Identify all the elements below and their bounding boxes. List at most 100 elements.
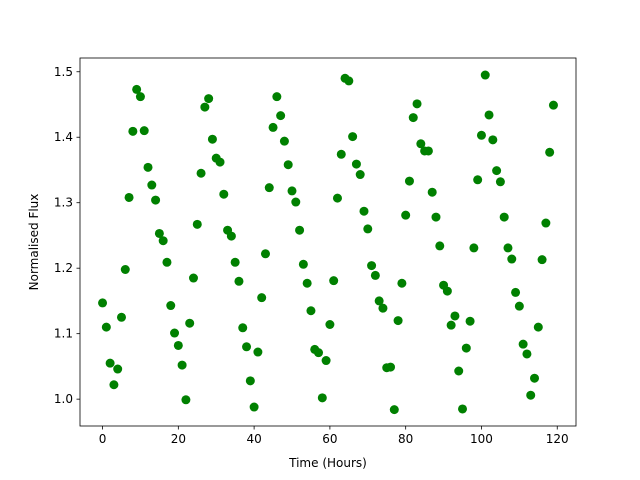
point xyxy=(511,287,521,297)
point xyxy=(158,236,168,246)
point xyxy=(537,255,547,265)
point xyxy=(518,339,528,349)
x-tick-label: 60 xyxy=(322,432,337,446)
point xyxy=(101,322,111,332)
point xyxy=(185,318,195,328)
point xyxy=(465,316,475,326)
point xyxy=(181,395,191,405)
point xyxy=(249,402,259,412)
point xyxy=(105,358,115,368)
point xyxy=(344,76,354,86)
point xyxy=(336,149,346,159)
point xyxy=(404,176,414,186)
point xyxy=(151,195,161,205)
point xyxy=(177,360,187,370)
point xyxy=(116,312,126,322)
x-tick-label: 80 xyxy=(398,432,413,446)
point xyxy=(446,320,456,330)
point xyxy=(257,293,267,303)
point xyxy=(253,347,263,357)
point xyxy=(287,186,297,196)
plot-frame xyxy=(79,57,577,427)
point xyxy=(488,135,498,145)
point xyxy=(416,139,426,149)
point xyxy=(533,322,543,332)
point xyxy=(355,170,365,180)
point xyxy=(522,349,532,359)
point xyxy=(325,320,335,330)
point xyxy=(461,343,471,353)
point xyxy=(397,278,407,288)
point xyxy=(423,146,433,156)
point xyxy=(109,380,119,390)
point xyxy=(120,265,130,275)
point xyxy=(386,362,396,372)
point xyxy=(143,162,153,172)
point xyxy=(200,102,210,112)
point xyxy=(306,306,316,316)
point xyxy=(302,278,312,288)
point xyxy=(332,193,342,203)
point xyxy=(170,328,180,338)
point xyxy=(348,132,358,142)
point xyxy=(139,126,149,136)
point xyxy=(499,212,509,222)
point xyxy=(530,373,540,383)
point xyxy=(359,206,369,216)
point xyxy=(458,404,468,414)
point xyxy=(367,261,377,271)
point xyxy=(469,243,479,253)
point xyxy=(162,257,172,267)
point xyxy=(545,147,555,157)
point xyxy=(363,224,373,234)
point xyxy=(238,323,248,333)
point xyxy=(215,157,225,167)
point xyxy=(124,192,134,202)
point xyxy=(268,122,278,132)
y-axis-label: Normalised Flux xyxy=(27,194,41,291)
point xyxy=(173,340,183,350)
point xyxy=(242,342,252,352)
x-tick-label: 0 xyxy=(99,432,107,446)
point xyxy=(283,160,293,170)
y-tick-label: 1.3 xyxy=(54,196,73,210)
point xyxy=(435,241,445,251)
point xyxy=(484,110,494,120)
point xyxy=(98,298,108,308)
x-tick-label: 120 xyxy=(546,432,569,446)
x-tick-label: 100 xyxy=(470,432,493,446)
point xyxy=(476,130,486,140)
point xyxy=(408,113,418,123)
point xyxy=(450,311,460,321)
point xyxy=(329,276,339,286)
point xyxy=(291,197,301,207)
point xyxy=(314,348,324,358)
point xyxy=(230,257,240,267)
point xyxy=(219,189,229,199)
point xyxy=(495,177,505,187)
point xyxy=(207,134,217,144)
point xyxy=(351,159,361,169)
point xyxy=(473,175,483,185)
x-tick-label: 20 xyxy=(171,432,186,446)
point xyxy=(442,286,452,296)
point xyxy=(514,301,524,311)
point xyxy=(427,187,437,197)
y-tick-label: 1.1 xyxy=(54,327,73,341)
point xyxy=(264,183,274,193)
point xyxy=(480,70,490,80)
point xyxy=(135,92,145,102)
point xyxy=(245,376,255,386)
point xyxy=(454,366,464,376)
y-tick-label: 1.0 xyxy=(54,392,73,406)
point xyxy=(279,136,289,146)
point xyxy=(260,249,270,259)
point xyxy=(317,393,327,403)
point xyxy=(132,84,142,94)
y-tick-label: 1.5 xyxy=(54,65,73,79)
point xyxy=(204,94,214,104)
x-axis-label: Time (Hours) xyxy=(288,456,367,470)
point xyxy=(503,243,513,253)
point xyxy=(401,210,411,220)
